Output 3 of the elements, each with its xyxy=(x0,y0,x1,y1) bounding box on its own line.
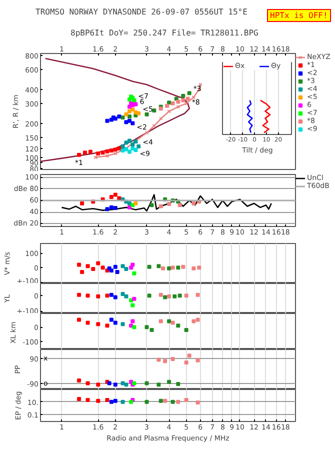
chart-title: TROMSO NORWAY DYNASONDE 26-09-07 0556UT 15°E xyxy=(36,8,248,16)
chart-subtitle: 8pBP6It DoY= 250.247 File= TR128011.BPG xyxy=(70,28,259,38)
text: HPTx is OFF! xyxy=(267,9,331,22)
